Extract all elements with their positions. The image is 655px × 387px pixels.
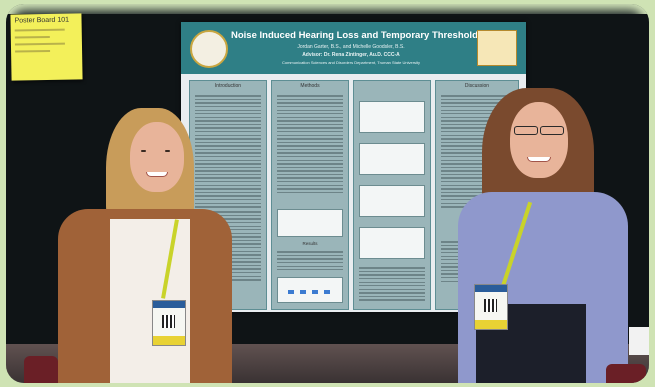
audience-chair xyxy=(24,356,58,383)
methods-table xyxy=(277,209,343,237)
poster-column-methods: Methods Results xyxy=(271,80,349,310)
audience-chair xyxy=(606,364,646,383)
poster-authors: Jordan Garter, B.S., and Michelle Goodsl… xyxy=(297,44,405,50)
section-heading-methods: Methods xyxy=(300,83,320,89)
results-text-block xyxy=(277,249,343,273)
sticky-note-line xyxy=(14,42,66,46)
presenter-left-face xyxy=(130,122,184,192)
intro-text-block xyxy=(195,93,261,210)
presenter-right-smile xyxy=(527,157,551,162)
presenter-left-eye xyxy=(141,150,146,152)
photo-frame: Poster Board 101 Noise Induced Hearing L… xyxy=(6,4,649,383)
presenter-right-glasses xyxy=(514,126,538,135)
presenter-left-eye xyxy=(165,150,170,152)
poster-department: Communication Sciences and Disorders Dep… xyxy=(281,60,421,65)
poster-header: Noise Induced Hearing Loss and Temporary… xyxy=(181,22,526,74)
sticky-note-line xyxy=(14,28,66,32)
university-seal-logo xyxy=(190,30,228,68)
presenter-right-name-badge xyxy=(474,284,508,330)
poster-advisor: Advisor: Dr. Rena Zintinger, Au.D. CCC-A xyxy=(302,52,400,58)
results-chart xyxy=(277,277,343,303)
sticky-note-line xyxy=(15,49,50,53)
graph-1 xyxy=(359,101,425,133)
project-logo-badge xyxy=(477,30,517,66)
section-heading-discussion: Discussion xyxy=(464,83,490,89)
section-heading-introduction: Introduction xyxy=(214,83,242,89)
poster-column-graphs xyxy=(353,80,431,310)
poster-title: Noise Induced Hearing Loss and Temporary… xyxy=(231,30,502,41)
graph-notes xyxy=(359,265,425,303)
graph-3 xyxy=(359,185,425,217)
sticky-note-line xyxy=(14,35,50,39)
presenter-right-glasses xyxy=(540,126,564,135)
graph-2 xyxy=(359,143,425,175)
board-sign xyxy=(629,327,649,355)
presenter-left-name-badge xyxy=(152,300,186,346)
methods-text-block xyxy=(277,93,343,195)
sticky-note-title: Poster Board 101 xyxy=(14,16,70,25)
graph-4 xyxy=(359,227,425,259)
presenter-left-smile xyxy=(146,172,168,177)
board-number-sticky-note: Poster Board 101 xyxy=(10,13,83,81)
section-heading-results: Results xyxy=(302,241,318,246)
presenter-right-face xyxy=(510,102,568,178)
